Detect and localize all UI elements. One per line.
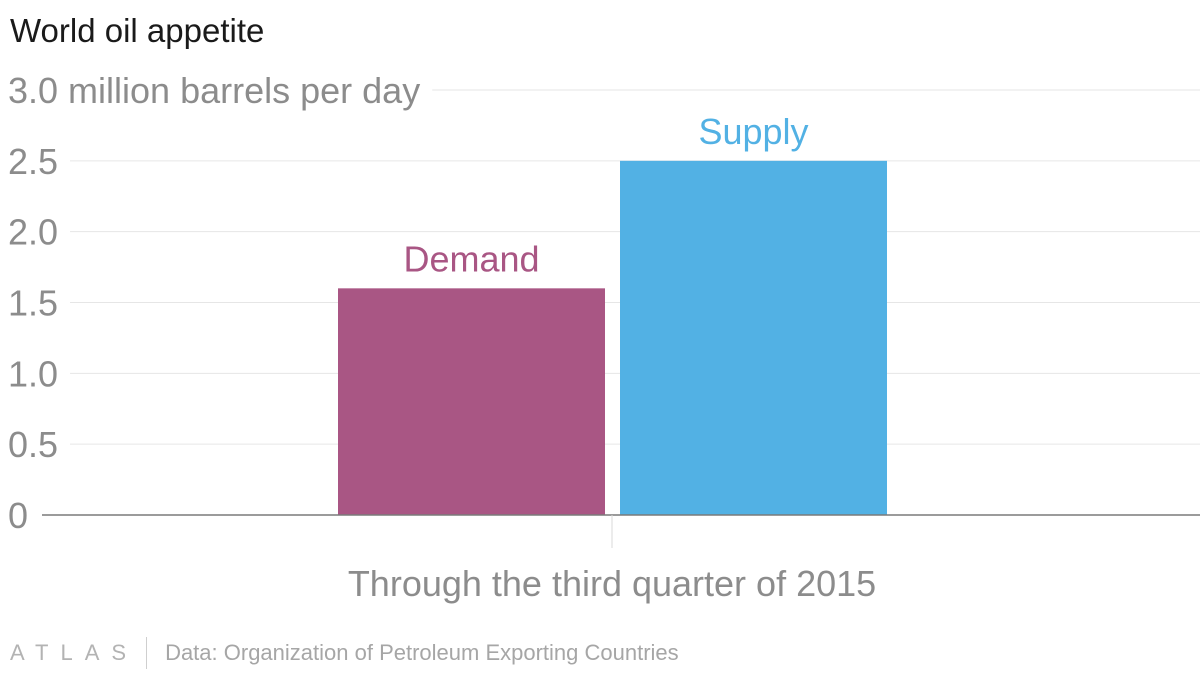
y-tick-label: 0 <box>8 495 28 536</box>
y-tick-label: 3.0 million barrels per day <box>8 70 420 111</box>
footer-divider <box>146 637 148 669</box>
bar-label-supply: Supply <box>698 111 808 152</box>
data-source: Data: Organization of Petroleum Exportin… <box>165 640 679 665</box>
y-axis-ticks: 0 0.5 1.0 1.5 2.0 2.5 3.0 million barrels per … <box>8 70 420 536</box>
bars: Demand Supply <box>338 111 887 516</box>
y-tick-label: 1.0 <box>8 353 58 394</box>
x-axis-category-label: Through the third quarter of 2015 <box>348 563 876 604</box>
footer: ATLAS Data: Organization of Petroleum Ex… <box>10 636 679 670</box>
chart-title: World oil appetite <box>10 12 265 49</box>
y-tick-label: 2.0 <box>8 212 58 253</box>
bar-label-demand: Demand <box>403 238 539 279</box>
atlas-logo: ATLAS <box>10 640 139 665</box>
y-tick-label: 2.5 <box>8 141 58 182</box>
y-tick-label: 1.5 <box>8 283 58 324</box>
y-tick-label: 0.5 <box>8 424 58 465</box>
bar-demand <box>338 288 605 515</box>
bar-supply <box>620 160 887 516</box>
